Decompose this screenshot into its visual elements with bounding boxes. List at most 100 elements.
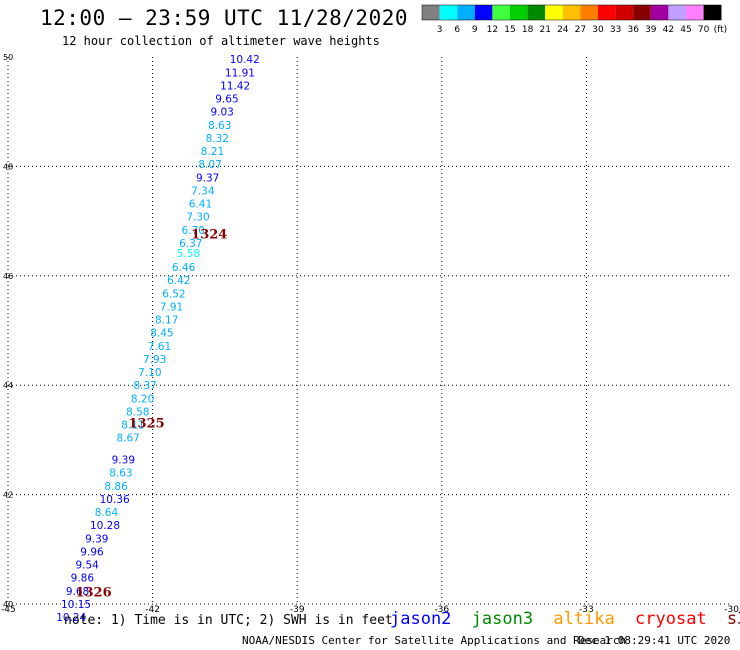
wave-height-point: 7.61 [148, 341, 171, 353]
pass-time-label: 1324 [191, 228, 227, 243]
x-tick-label: -42 [145, 605, 160, 615]
wave-height-point: 8.21 [201, 146, 224, 158]
wave-height-point: 11.91 [225, 67, 255, 79]
x-tick-label: -33 [579, 605, 594, 615]
colorbar-swatch [598, 5, 616, 20]
wave-height-point: 8.07 [198, 159, 221, 171]
colorbar-swatch [492, 5, 510, 20]
mission-jason3: jason3 [471, 609, 534, 629]
mission-jason2: jason2 [390, 609, 452, 629]
colorbar-label: 33 [610, 25, 621, 35]
colorbar-swatch [703, 5, 722, 20]
wave-height-point: 9.96 [80, 546, 104, 558]
wave-height-point: 8.32 [206, 133, 229, 145]
colorbar-swatch [668, 5, 686, 20]
wave-height-point: 8.63 [208, 120, 231, 132]
chart-subtitle: 12 hour collection of altimeter wave hei… [62, 34, 380, 48]
wave-height-point: 8.20 [131, 393, 154, 405]
wave-height-point: 7.91 [160, 301, 183, 313]
wave-height-point: 6.42 [167, 275, 190, 287]
wave-height-point: 8.37 [133, 380, 156, 392]
wave-height-point: 7.93 [143, 354, 166, 366]
wave-height-point: 8.58 [126, 406, 149, 418]
y-tick-label: 50 [3, 53, 13, 62]
colorbar-swatch [633, 5, 651, 20]
wave-height-point: 7.34 [191, 185, 215, 197]
footnote: note: 1) Time is in UTC; 2) SWH is in fe… [64, 613, 393, 628]
wave-height-point: 6.70 [182, 225, 205, 237]
wave-height-point: 8.11 [121, 420, 144, 432]
colorbar-label: 36 [627, 25, 639, 35]
wave-height-point: 9.65 [215, 94, 238, 106]
colorbar-label: 9 [472, 25, 478, 35]
colorbar-label: 15 [504, 25, 515, 35]
wave-height-point: 10.24 [56, 612, 86, 624]
mission-altika: altika [553, 609, 615, 629]
colorbar-swatch [510, 5, 528, 20]
colorbar-swatch [422, 5, 440, 20]
colorbar-swatch [545, 5, 563, 20]
colorbar-swatch [580, 5, 598, 20]
wave-height-point: 7.30 [186, 212, 209, 224]
colorbar-label: 21 [539, 25, 550, 35]
wave-height-point: 8.67 [116, 433, 139, 445]
colorbar-swatch [686, 5, 704, 20]
x-tick-label: -39 [290, 605, 305, 615]
wave-height-point: 8.17 [155, 315, 178, 327]
wave-height-point: 9.68 [66, 586, 89, 598]
color-scale-legend: 3 6 9 12 15 18 21 24 27 30 33 36 39 42 45 70 (ft) [421, 4, 728, 35]
colorbar-label: 27 [575, 25, 586, 35]
colorbar-swatch [474, 5, 493, 20]
wave-height-point: 10.42 [230, 54, 260, 66]
y-tick-label: 42 [3, 491, 13, 500]
colorbar-label: 42 [663, 25, 674, 35]
colorbar-label: 24 [557, 25, 569, 35]
wave-height-point: 9.86 [71, 573, 95, 585]
credit-line: NOAA/NESDIS Center for Satellite Applica… [242, 634, 627, 647]
mission-cryosat: cryosat [635, 609, 707, 629]
colorbar-swatch [439, 5, 458, 20]
mission-s3a: s3a [726, 609, 740, 629]
wave-height-point: 5.58 [177, 248, 200, 260]
colorbar-swatch [527, 5, 546, 20]
wave-height-point: 9.54 [75, 560, 99, 572]
pass-time-label: 1326 [75, 585, 111, 600]
y-tick-label: 48 [3, 162, 13, 171]
wave-height-point: 10.28 [90, 520, 120, 532]
colorbar-swatch [457, 5, 475, 20]
mission-legend: jason2 jason3 altika cryosat s3a [390, 609, 740, 629]
wave-height-point: 6.37 [179, 238, 202, 250]
colorbar-swatch [615, 5, 634, 20]
wave-height-point: 11.42 [220, 80, 250, 92]
chart-title: 12:00 – 23:59 UTC 11/28/2020 [40, 6, 409, 30]
colorbar-label: 12 [487, 25, 498, 35]
y-tick-label: 40 [3, 600, 13, 609]
colorbar-label: 30 [592, 25, 604, 35]
wave-height-point: 8.45 [150, 328, 173, 340]
x-tick-label: -30 [724, 605, 739, 615]
generation-timestamp: Dec 1 08:29:41 UTC 2020 [578, 634, 731, 647]
pass-time-label: 1325 [129, 416, 165, 431]
y-tick-label: 46 [3, 272, 13, 281]
colorbar-unit: (ft) [714, 25, 728, 35]
y-tick-label: 44 [3, 381, 13, 390]
wave-height-point: 8.63 [109, 468, 132, 480]
wave-height-point: 6.46 [172, 262, 196, 274]
colorbar-label: 45 [680, 25, 691, 35]
wave-height-point: 8.64 [95, 507, 119, 519]
colorbar-label: 39 [645, 25, 657, 35]
colorbar-label: 18 [522, 25, 534, 35]
wave-height-point: 9.39 [112, 455, 135, 467]
colorbar-label: 6 [454, 25, 460, 35]
wave-height-point: 6.41 [189, 199, 212, 211]
wave-height-point: 9.03 [210, 107, 233, 119]
colorbar-swatch [562, 5, 581, 20]
colorbar-swatch [650, 5, 669, 20]
colorbar-label: 70 [698, 25, 710, 35]
wave-height-point: 6.52 [162, 288, 185, 300]
wave-height-point: 8.86 [104, 481, 128, 493]
wave-height-point: 7.10 [138, 367, 161, 379]
wave-height-point: 10.36 [100, 494, 130, 506]
colorbar-label: 3 [437, 25, 443, 35]
